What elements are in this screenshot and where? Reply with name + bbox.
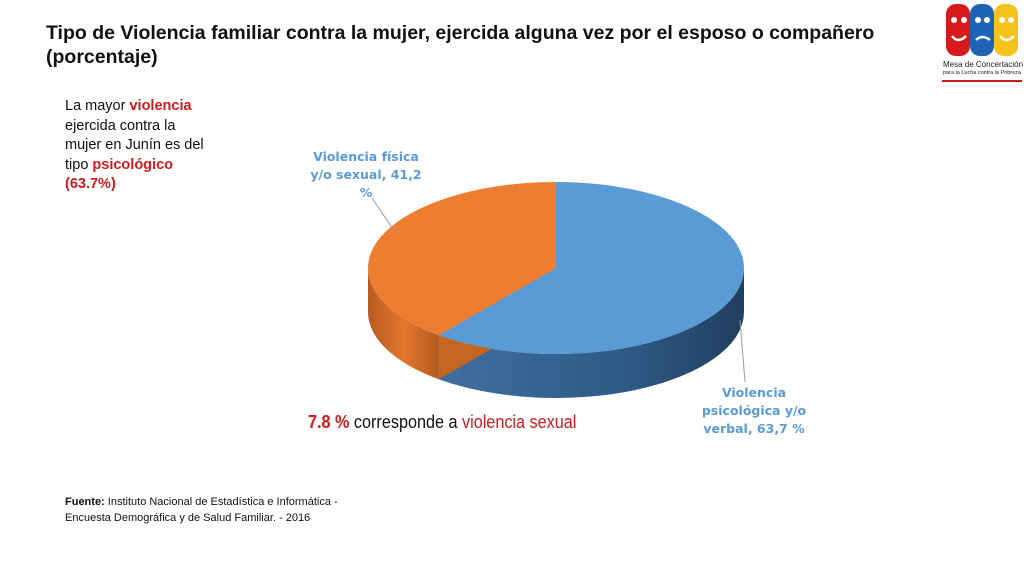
data-label-line: psicológica y/o bbox=[702, 403, 807, 418]
logo-icon bbox=[946, 4, 1018, 56]
side-note: La mayor violencia ejercida contra la mu… bbox=[65, 97, 205, 195]
note-value: 7.8 % bbox=[308, 412, 350, 432]
note-emphasis: violencia sexual bbox=[461, 412, 577, 432]
pie-layer bbox=[368, 182, 744, 399]
logo-name: Mesa de Concertación bbox=[943, 60, 1024, 69]
source-label: Fuente: bbox=[65, 496, 105, 508]
data-label-0: Violencia psicológica y/o verbal, 63,7 % bbox=[702, 385, 807, 436]
data-label-line: y/o sexual, 41,2 bbox=[310, 167, 421, 182]
page-title: Tipo de Violencia familiar contra la muj… bbox=[46, 22, 875, 68]
pie-side-0 bbox=[438, 268, 744, 399]
leader-line-psicologica bbox=[739, 319, 746, 383]
data-label-line: verbal, 63,7 % bbox=[703, 421, 805, 436]
logo-divider bbox=[942, 80, 1022, 82]
data-label-line: Violencia bbox=[722, 385, 786, 400]
data-label-line: % bbox=[360, 185, 373, 200]
source-note: Fuente: Instituto Nacional de Estadístic… bbox=[65, 494, 365, 526]
side-note-highlight-psicologico: psicológico (63.7%) bbox=[65, 156, 173, 193]
note-text: corresponde a bbox=[349, 412, 462, 432]
data-label-line: Violencia física bbox=[313, 149, 419, 164]
side-note-text-2: ejercida contra la mujer en Junín es del… bbox=[65, 117, 204, 173]
logo: Mesa de Concertación para la Lucha contr… bbox=[940, 2, 1024, 86]
pie-side-1 bbox=[368, 268, 439, 380]
side-note-text: La mayor bbox=[65, 98, 130, 114]
logo-subtitle: para la Lucha contra la Pobreza bbox=[943, 70, 1021, 76]
side-note-highlight-violencia: violencia bbox=[129, 98, 192, 114]
label-layer: Violencia psicológica y/o verbal, 63,7 %Vi… bbox=[310, 149, 806, 436]
leader-line-fisica bbox=[371, 197, 396, 233]
pie-slice-1 bbox=[368, 182, 556, 336]
source-text: Instituto Nacional de Estadística e Info… bbox=[65, 496, 338, 524]
data-label-1: Violencia física y/o sexual, 41,2% bbox=[310, 149, 421, 200]
sexual-violence-note: 7.8 % corresponde a violencia sexual bbox=[308, 412, 576, 433]
pie-slice-0 bbox=[438, 182, 744, 355]
